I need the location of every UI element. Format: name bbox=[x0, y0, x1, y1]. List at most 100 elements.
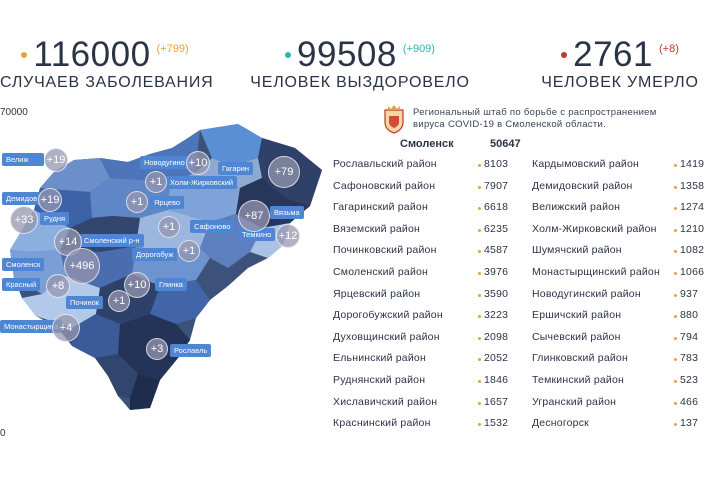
died-value: 2761 bbox=[573, 35, 653, 74]
map-bubble-dorogobuzh: +1 bbox=[178, 240, 200, 262]
coat-of-arms-icon bbox=[384, 105, 404, 134]
district-row: Починковский район 4587 bbox=[333, 244, 534, 258]
district-name: Ярцевский район bbox=[333, 287, 421, 300]
map-bubble-vyazma: +87 bbox=[238, 200, 270, 232]
hq-line-1: Региональный штаб по борьбе с распростра… bbox=[413, 107, 657, 118]
district-novodugino bbox=[200, 124, 262, 166]
died-caption: Человек умерло bbox=[541, 74, 699, 91]
map-label-velizh: Велиж bbox=[2, 153, 44, 166]
district-row: Хиславичский район 1657 bbox=[333, 396, 534, 410]
district-row: Гагаринский район 6618 bbox=[333, 201, 534, 215]
district-name: Духовщинский район bbox=[333, 330, 440, 343]
district-row: Вяземский район 6235 bbox=[333, 223, 534, 237]
district-row: Шумячский район 1082 bbox=[532, 244, 720, 258]
map-label-smolensk-rn: Смоленский р-н bbox=[80, 234, 144, 247]
district-value: 880 bbox=[673, 309, 699, 322]
cases-caption: Случаев заболевания bbox=[0, 74, 214, 91]
district-row: Десногорск 137 bbox=[532, 417, 720, 431]
district-name: Демидовский район bbox=[532, 179, 633, 192]
cases-value: 116000 bbox=[33, 35, 151, 74]
map-label-temkino: Темкино bbox=[238, 228, 276, 241]
district-name: Краснинский район bbox=[333, 417, 431, 430]
city-value: 50647 bbox=[490, 138, 521, 150]
district-value: 6618 bbox=[477, 201, 509, 214]
district-row: Ельнинский район 2052 bbox=[333, 352, 534, 366]
district-name: Хиславичский район bbox=[333, 395, 438, 408]
map-label-safonovo: Сафоново bbox=[190, 220, 235, 233]
district-name: Починковский район bbox=[333, 244, 437, 257]
stat-recovered: 99508 (+909) Человек выздоровело bbox=[250, 34, 470, 104]
map-label-smolensk: Смоленск bbox=[2, 258, 45, 271]
map-bubble-smolensk-rn: +14 bbox=[54, 228, 82, 256]
district-value: 1657 bbox=[477, 395, 509, 408]
district-value: 1358 bbox=[673, 179, 705, 192]
map-bubble-krasny: +8 bbox=[46, 274, 70, 298]
district-name: Рославльский район bbox=[333, 158, 437, 170]
district-value: 466 bbox=[673, 395, 699, 408]
map-bubble-yartsevo: +1 bbox=[126, 191, 148, 213]
district-name: Вяземский район bbox=[333, 222, 420, 235]
district-name: Новодугинский район bbox=[532, 287, 641, 300]
district-row: Новодугинский район 937 bbox=[532, 288, 720, 302]
district-monastyrshchina bbox=[22, 276, 100, 328]
district-value: 783 bbox=[673, 352, 699, 365]
district-shumyachi bbox=[95, 354, 138, 398]
district-value: 1274 bbox=[673, 201, 705, 214]
map-label-roslavl: Рославль bbox=[170, 344, 212, 357]
district-row: Ярцевский район 3590 bbox=[333, 288, 534, 302]
district-row: Холм-Жирковский район 1210 bbox=[532, 223, 720, 237]
map-bubble-rudnya: +33 bbox=[10, 206, 38, 234]
map-label-glinka: Глинка bbox=[155, 278, 187, 291]
district-name: Темкинский район bbox=[532, 374, 625, 386]
district-row: Демидовский район 1358 bbox=[532, 180, 720, 194]
district-yershichi bbox=[130, 374, 160, 410]
district-value: 2098 bbox=[477, 330, 509, 343]
map-bubble-safonovo: +1 bbox=[158, 216, 180, 238]
district-name: Холм-Жирковский район bbox=[532, 222, 657, 235]
map-bubble-velizh: +19 bbox=[44, 148, 68, 172]
district-row: Монастырщинский район 1066 bbox=[532, 266, 720, 280]
district-value: 794 bbox=[673, 330, 699, 343]
district-yelnya bbox=[150, 280, 210, 324]
district-row: Краснинский район 1532 bbox=[333, 417, 534, 431]
map-label-pochinok: Починок bbox=[66, 296, 104, 309]
district-name: Ершичский район bbox=[532, 309, 622, 322]
district-row: Кардымовский район 1419 bbox=[532, 158, 720, 172]
district-row: Руднянский район 1846 bbox=[333, 374, 534, 388]
map-bubble-gagarin: +79 bbox=[268, 156, 300, 188]
district-value: 8103 bbox=[477, 158, 509, 170]
map-bubble-smolensk: +496 bbox=[64, 248, 100, 284]
district-value: 7907 bbox=[477, 179, 509, 192]
district-value: 137 bbox=[673, 417, 699, 430]
map-bubble-monastyrshchina: +4 bbox=[52, 314, 80, 342]
district-row: Дорогобужский район 3223 bbox=[333, 309, 534, 323]
map-bubble-kholm: +1 bbox=[145, 171, 167, 193]
district-row: Темкинский район 523 bbox=[532, 374, 720, 388]
district-value: 1846 bbox=[477, 374, 509, 386]
district-row: Угранский район 466 bbox=[532, 396, 720, 410]
district-row: Рославльский район 8103 bbox=[333, 158, 534, 172]
district-row: Ершичский район 880 bbox=[532, 309, 720, 323]
city-name: Смоленск bbox=[400, 138, 454, 150]
district-row: Сычевский район 794 bbox=[532, 331, 720, 345]
map-bubble-glinka: +10 bbox=[124, 272, 150, 298]
recovered-value: 99508 bbox=[297, 35, 397, 74]
district-khislavichi bbox=[72, 314, 120, 358]
map-label-monastyrshchina: Монастырщина bbox=[0, 320, 63, 333]
district-value: 1082 bbox=[673, 244, 705, 257]
region-map: Велиж Новодугино Гагарин Холм-Жирковский… bbox=[0, 118, 322, 438]
map-label-rudnya: Рудня bbox=[40, 212, 70, 225]
district-row: Смоленский район 3976 bbox=[333, 266, 534, 280]
district-name: Сафоновский район bbox=[333, 179, 436, 192]
recovered-delta: (+909) bbox=[402, 43, 435, 55]
district-value: 1419 bbox=[673, 158, 705, 170]
district-value: 523 bbox=[673, 374, 699, 386]
district-value: 1066 bbox=[673, 266, 705, 278]
recovered-caption: Человек выздоровело bbox=[250, 74, 470, 91]
district-name: Угранский район bbox=[532, 395, 617, 408]
died-dot bbox=[561, 52, 568, 58]
district-value: 6235 bbox=[477, 222, 509, 235]
district-name: Монастырщинский район bbox=[532, 266, 660, 278]
district-value: 1210 bbox=[673, 222, 705, 235]
stat-cases: 116000 (+799) Случаев заболевания bbox=[0, 34, 214, 104]
